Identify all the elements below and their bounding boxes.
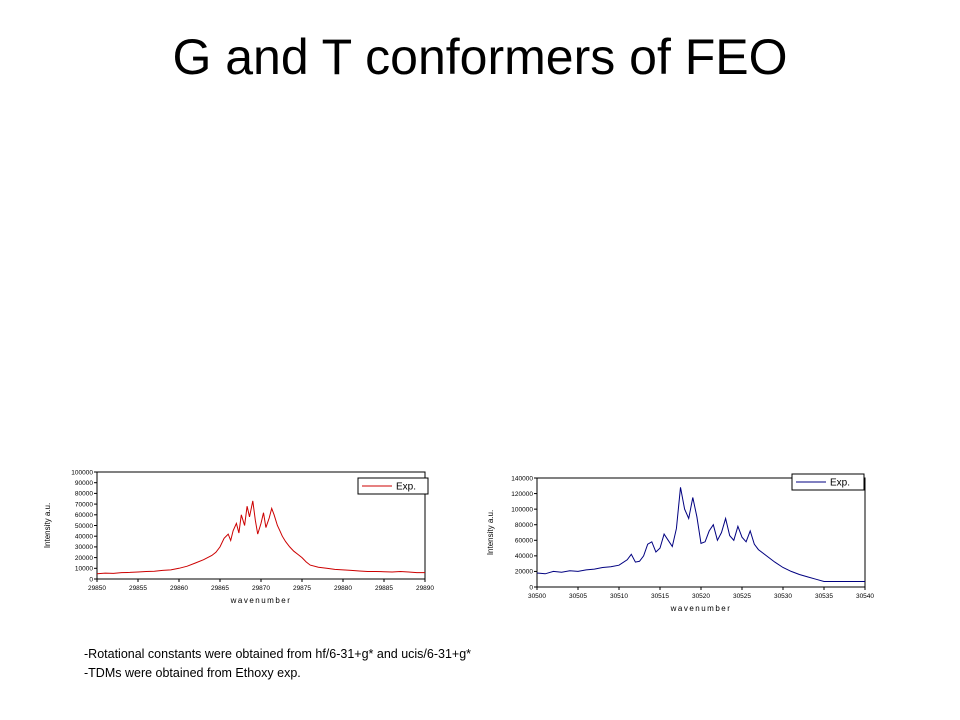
legend-label: Exp.	[396, 482, 416, 493]
y-tick-label: 30000	[75, 544, 93, 551]
x-tick-label: 29870	[252, 585, 270, 592]
y-tick-label: 20000	[515, 569, 533, 576]
note-tdms: -TDMs were obtained from Ethoxy exp.	[84, 666, 301, 680]
x-tick-label: 30525	[733, 593, 751, 600]
legend-label: Exp.	[830, 478, 850, 489]
series-line-exp	[96, 500, 425, 575]
x-tick-label: 29855	[129, 585, 147, 592]
x-tick-label: 30505	[569, 593, 587, 600]
y-tick-label: 70000	[75, 501, 93, 508]
y-tick-label: 40000	[515, 553, 533, 560]
x-tick-label: 29860	[170, 585, 188, 592]
x-tick-label: 29880	[334, 585, 352, 592]
y-tick-label: 60000	[75, 512, 93, 519]
x-tick-label: 29865	[211, 585, 229, 592]
y-tick-label: 0	[529, 584, 533, 591]
x-axis-label: wavenumber	[230, 596, 292, 605]
note-rotational-constants: -Rotational constants were obtained from…	[84, 647, 472, 661]
y-tick-label: 100000	[511, 506, 533, 513]
plot-frame	[536, 477, 866, 588]
y-tick-label: 20000	[75, 555, 93, 562]
legend-box	[791, 473, 865, 491]
series-line-exp	[536, 487, 865, 582]
x-tick-label: 30520	[692, 593, 710, 600]
y-tick-label: 10000	[75, 566, 93, 573]
x-axis-label: wavenumber	[670, 604, 732, 613]
y-tick-label: 50000	[75, 523, 93, 530]
x-tick-label: 29875	[293, 585, 311, 592]
legend-box	[357, 477, 429, 495]
x-tick-label: 30500	[528, 593, 546, 600]
y-tick-label: 140000	[511, 475, 533, 482]
y-tick-label: 90000	[75, 480, 93, 487]
y-tick-label: 60000	[515, 538, 533, 545]
x-tick-label: 29890	[416, 585, 434, 592]
y-tick-label: 0	[89, 576, 93, 583]
x-tick-label: 30515	[651, 593, 669, 600]
notes: -Rotational constants were obtained from…	[84, 645, 471, 683]
slide-title: G and T conformers of FEO	[172, 29, 788, 85]
x-tick-label: 29885	[375, 585, 393, 592]
y-tick-label: 120000	[511, 491, 533, 498]
spectrum-chart-g: 0 10000 20000 30000 40000 50000 60000 70000 8000…	[43, 469, 434, 605]
x-tick-label: 30530	[774, 593, 792, 600]
y-axis-label: Intensity a.u.	[486, 510, 495, 555]
x-tick-label: 30540	[856, 593, 874, 600]
y-tick-label: 100000	[71, 469, 93, 476]
y-tick-label: 40000	[75, 534, 93, 541]
y-axis-label: Intensity a.u.	[43, 503, 52, 548]
x-tick-label: 30510	[610, 593, 628, 600]
spectrum-chart-t: 0 20000 40000 60000 80000 100000 120000 140000 3…	[486, 473, 874, 613]
x-tick-label: 30535	[815, 593, 833, 600]
y-tick-label: 80000	[75, 491, 93, 498]
y-tick-label: 80000	[515, 522, 533, 529]
x-tick-label: 29850	[88, 585, 106, 592]
